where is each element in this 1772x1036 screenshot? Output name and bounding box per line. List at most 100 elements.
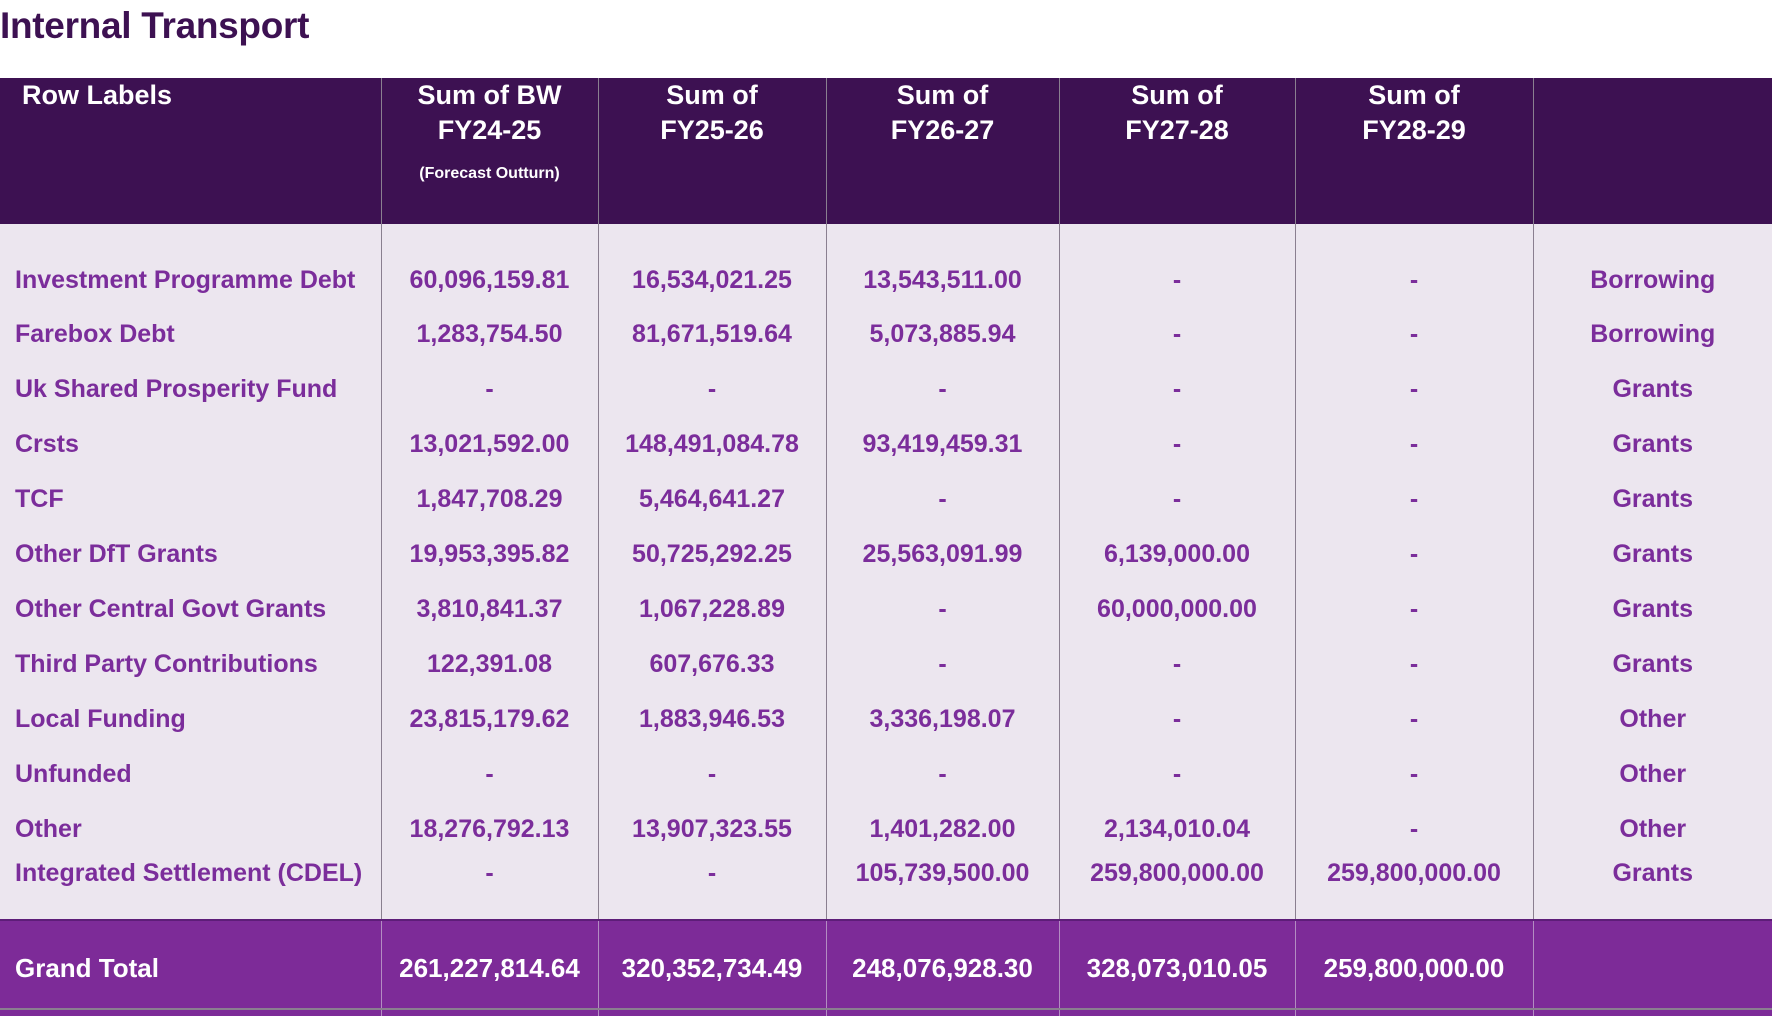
cell-funding-type: Grants bbox=[1532, 857, 1772, 920]
cell-fy26-27: - bbox=[825, 637, 1059, 692]
cell-funding-type: Grants bbox=[1532, 362, 1772, 417]
cell-fy26-27: 13,543,511.00 bbox=[825, 224, 1059, 307]
cell-fy26-27: 105,739,500.00 bbox=[825, 857, 1059, 920]
row-label: Investment Programme Debt bbox=[15, 266, 356, 294]
row-label: Local Funding bbox=[15, 705, 186, 733]
cell-fy24-25: 19,953,395.82 bbox=[380, 527, 598, 582]
grand-total-type bbox=[1532, 919, 1772, 1016]
cell-fy27-28: - bbox=[1058, 472, 1295, 527]
cell-fy24-25: - bbox=[380, 857, 598, 920]
cell-fy24-25: 1,283,754.50 bbox=[380, 307, 598, 362]
cell-fy27-28: - bbox=[1058, 747, 1295, 802]
table-row: Other Central Govt Grants 3,810,841.37 1,0… bbox=[0, 582, 1772, 637]
cell-fy27-28: - bbox=[1058, 417, 1295, 472]
cell-fy24-25: 3,810,841.37 bbox=[380, 582, 598, 637]
cell-fy28-29: - bbox=[1294, 224, 1533, 307]
grand-total-row: Grand Total 261,227,814.64 320,352,734.4… bbox=[0, 919, 1772, 1016]
cell-fy27-28: - bbox=[1058, 637, 1295, 692]
cell-fy28-29: - bbox=[1294, 692, 1533, 747]
cell-fy28-29: - bbox=[1294, 637, 1533, 692]
row-label: Unfunded bbox=[15, 760, 132, 788]
cell-fy27-28: - bbox=[1058, 307, 1295, 362]
cell-fy28-29: - bbox=[1294, 802, 1533, 857]
row-label: Crsts bbox=[15, 430, 79, 458]
cell-funding-type: Borrowing bbox=[1532, 307, 1772, 362]
row-label: Uk Shared Prosperity Fund bbox=[15, 375, 338, 403]
cell-funding-type: Grants bbox=[1532, 417, 1772, 472]
table-row: Investment Programme Debt 60,096,159.81 16… bbox=[0, 224, 1772, 307]
cell-fy25-26: 148,491,084.78 bbox=[597, 417, 826, 472]
grand-total-fy26-27: 248,076,928.30 bbox=[825, 919, 1059, 1016]
page-title: Internal Transport bbox=[0, 5, 310, 46]
cell-fy26-27: 1,401,282.00 bbox=[825, 802, 1059, 857]
table-row: Integrated Settlement (CDEL) - -105,739,50… bbox=[0, 857, 1772, 920]
grand-total-fy24-25: 261,227,814.64 bbox=[380, 919, 598, 1016]
cell-fy25-26: 13,907,323.55 bbox=[597, 802, 826, 857]
cell-fy28-29: - bbox=[1294, 417, 1533, 472]
cell-fy26-27: - bbox=[825, 362, 1059, 417]
grand-total-fy27-28: 328,073,010.05 bbox=[1058, 919, 1295, 1016]
row-label: Farebox Debt bbox=[15, 320, 175, 348]
row-label: TCF bbox=[15, 485, 64, 513]
table-bottom-border bbox=[0, 1008, 1772, 1010]
cell-fy25-26: 607,676.33 bbox=[597, 637, 826, 692]
cell-fy27-28: 6,139,000.00 bbox=[1058, 527, 1295, 582]
cell-fy28-29: - bbox=[1294, 747, 1533, 802]
cell-fy27-28: 2,134,010.04 bbox=[1058, 802, 1295, 857]
cell-fy24-25: 1,847,708.29 bbox=[380, 472, 598, 527]
cell-fy24-25: 23,815,179.62 bbox=[380, 692, 598, 747]
cell-fy25-26: 50,725,292.25 bbox=[597, 527, 826, 582]
column-header-fy25-26: Sum of FY25-26 bbox=[597, 78, 826, 224]
table-row: Local Funding 23,815,179.62 1,883,946.53 3,… bbox=[0, 692, 1772, 747]
table-row: Other DfT Grants 19,953,395.82 50,725,292.… bbox=[0, 527, 1772, 582]
cell-fy25-26: - bbox=[597, 747, 826, 802]
cell-fy24-25: - bbox=[380, 747, 598, 802]
grand-total-fy25-26: 320,352,734.49 bbox=[597, 919, 826, 1016]
column-header-fy27-28: Sum of FY27-28 bbox=[1058, 78, 1295, 224]
cell-fy24-25: 18,276,792.13 bbox=[380, 802, 598, 857]
cell-fy26-27: - bbox=[825, 747, 1059, 802]
cell-fy27-28: 60,000,000.00 bbox=[1058, 582, 1295, 637]
table-row: Uk Shared Prosperity Fund - - - - - Grants bbox=[0, 362, 1772, 417]
cell-funding-type: Grants bbox=[1532, 637, 1772, 692]
cell-fy26-27: 5,073,885.94 bbox=[825, 307, 1059, 362]
row-label: Other bbox=[15, 815, 82, 843]
column-header-type bbox=[1532, 78, 1772, 224]
cell-funding-type: Borrowing bbox=[1532, 224, 1772, 307]
column-header-fy24-25: Sum of BW FY24-25 (Forecast Outturn) bbox=[380, 78, 598, 224]
funding-table: Row Labels Sum of BW FY24-25 (Forecast O… bbox=[0, 78, 1772, 1016]
grand-total-label: Grand Total bbox=[0, 919, 381, 1016]
cell-fy27-28: - bbox=[1058, 692, 1295, 747]
table-row: Crsts 13,021,592.00 148,491,084.78 93,419,4… bbox=[0, 417, 1772, 472]
cell-funding-type: Grants bbox=[1532, 472, 1772, 527]
table-row: Farebox Debt 1,283,754.50 81,671,519.64 5,0… bbox=[0, 307, 1772, 362]
cell-fy28-29: - bbox=[1294, 582, 1533, 637]
row-label: Other DfT Grants bbox=[15, 540, 218, 568]
cell-fy28-29: - bbox=[1294, 527, 1533, 582]
cell-fy24-25: 122,391.08 bbox=[380, 637, 598, 692]
cell-funding-type: Grants bbox=[1532, 527, 1772, 582]
cell-fy28-29: - bbox=[1294, 362, 1533, 417]
cell-fy27-28: - bbox=[1058, 224, 1295, 307]
column-header-row-labels: Row Labels bbox=[22, 80, 173, 110]
cell-fy24-25: 60,096,159.81 bbox=[380, 224, 598, 307]
cell-fy25-26: - bbox=[597, 857, 826, 920]
grand-total-fy28-29: 259,800,000.00 bbox=[1294, 919, 1533, 1016]
column-header-fy26-27: Sum of FY26-27 bbox=[825, 78, 1059, 224]
cell-fy26-27: - bbox=[825, 582, 1059, 637]
row-label: Other Central Govt Grants bbox=[15, 595, 327, 623]
cell-fy26-27: - bbox=[825, 472, 1059, 527]
cell-funding-type: Grants bbox=[1532, 582, 1772, 637]
cell-fy28-29: 259,800,000.00 bbox=[1294, 857, 1533, 920]
cell-funding-type: Other bbox=[1532, 802, 1772, 857]
table-row: TCF 1,847,708.29 5,464,641.27- - - Grants bbox=[0, 472, 1772, 527]
table-row: Other 18,276,792.13 13,907,323.55 1,401,282… bbox=[0, 802, 1772, 857]
row-label: Integrated Settlement (CDEL) bbox=[15, 859, 363, 887]
column-header-fy28-29: Sum of FY28-29 bbox=[1294, 78, 1533, 224]
cell-fy26-27: 93,419,459.31 bbox=[825, 417, 1059, 472]
cell-fy25-26: 16,534,021.25 bbox=[597, 224, 826, 307]
cell-fy24-25: 13,021,592.00 bbox=[380, 417, 598, 472]
cell-fy28-29: - bbox=[1294, 472, 1533, 527]
cell-fy27-28: 259,800,000.00 bbox=[1058, 857, 1295, 920]
cell-fy25-26: 1,067,228.89 bbox=[597, 582, 826, 637]
